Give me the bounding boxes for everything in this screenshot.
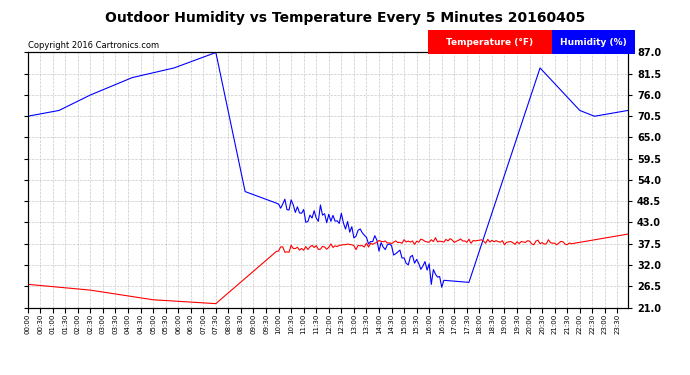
Text: Temperature (°F): Temperature (°F) bbox=[446, 38, 533, 47]
Text: Copyright 2016 Cartronics.com: Copyright 2016 Cartronics.com bbox=[28, 41, 159, 50]
Text: Humidity (%): Humidity (%) bbox=[560, 38, 627, 47]
Text: Outdoor Humidity vs Temperature Every 5 Minutes 20160405: Outdoor Humidity vs Temperature Every 5 … bbox=[105, 11, 585, 25]
